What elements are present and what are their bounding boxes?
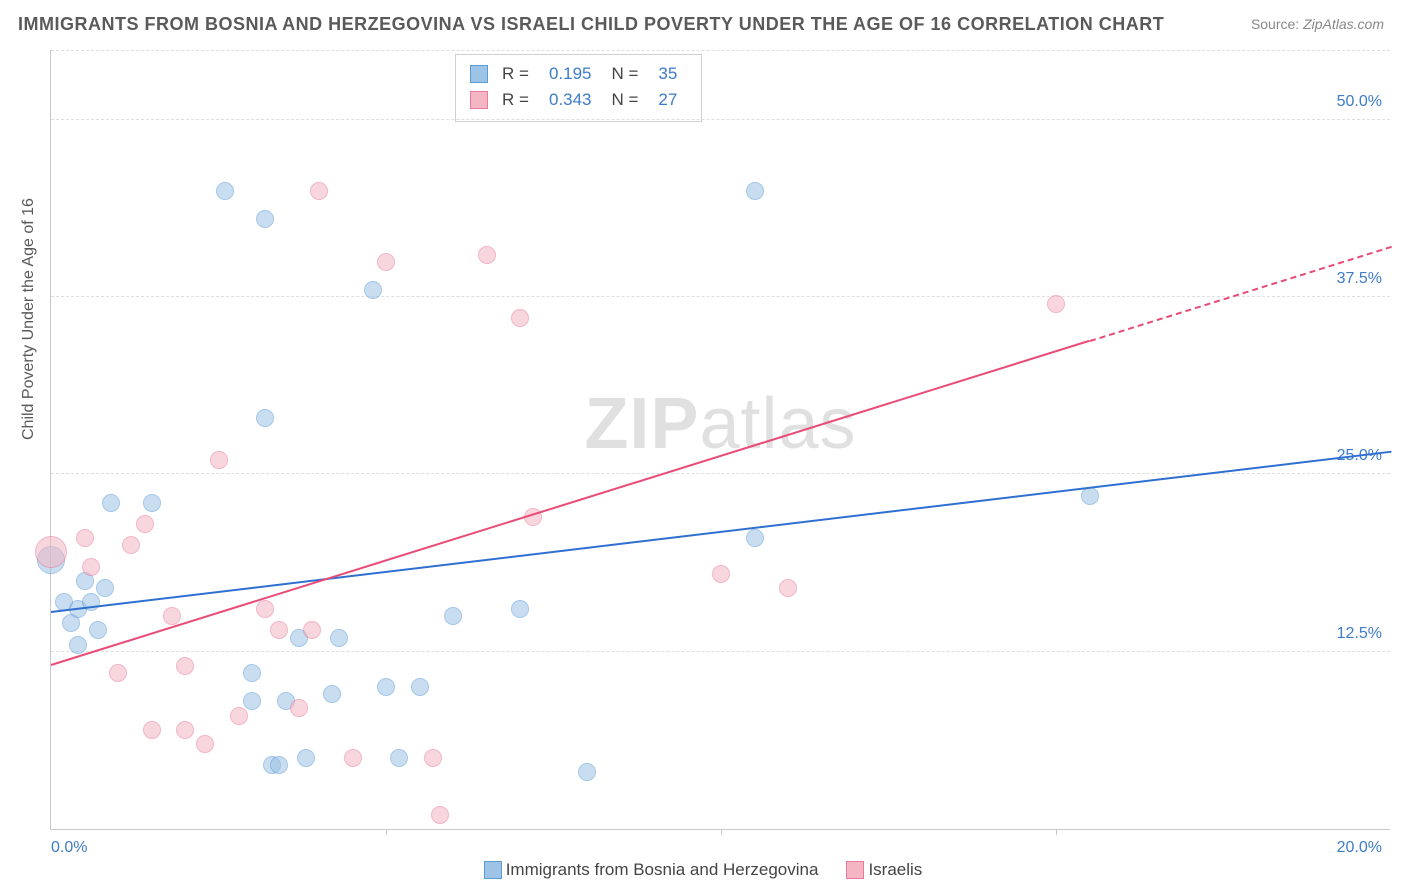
data-point [243,692,261,710]
legend-item: Immigrants from Bosnia and Herzegovina [484,860,819,880]
data-point [411,678,429,696]
r-label: R = [502,87,529,113]
data-point [390,749,408,767]
n-value: 35 [658,61,677,87]
data-point [270,756,288,774]
source-label: Source: [1251,16,1299,32]
gridline [51,651,1390,652]
data-point [96,579,114,597]
data-point [136,515,154,533]
legend-swatch [470,91,488,109]
data-point [511,309,529,327]
data-point [176,657,194,675]
gridline [51,119,1390,120]
data-point [122,536,140,554]
data-point [216,182,234,200]
data-point [143,494,161,512]
n-label: N = [611,87,638,113]
data-point [377,678,395,696]
data-point [344,749,362,767]
data-point [76,529,94,547]
gridline [51,50,1390,51]
y-axis-label: Child Poverty Under the Age of 16 [20,198,38,440]
legend-swatch [470,65,488,83]
data-point [82,558,100,576]
source-citation: Source: ZipAtlas.com [1251,16,1384,32]
y-tick-label: 50.0% [1337,93,1382,111]
data-point [712,565,730,583]
x-minor-tick [721,829,722,835]
legend-item: Israelis [846,860,922,880]
data-point [143,721,161,739]
x-tick-label: 20.0% [1337,839,1382,857]
y-tick-label: 37.5% [1337,270,1382,288]
r-value: 0.195 [549,61,592,87]
data-point [210,451,228,469]
data-point [578,763,596,781]
legend-swatch [846,861,864,879]
trend-line [1089,246,1391,342]
data-point [256,600,274,618]
data-point [35,536,67,568]
scatter-plot: ZIPatlas R =0.195N =35R =0.343N =27 12.5… [50,50,1390,830]
r-label: R = [502,61,529,87]
x-minor-tick [1056,829,1057,835]
data-point [364,281,382,299]
stats-row: R = 0.343 N = 27 [470,87,687,113]
data-point [779,579,797,597]
data-point [377,253,395,271]
data-point [323,685,341,703]
r-value: 0.343 [549,87,592,113]
data-point [746,182,764,200]
data-point [230,707,248,725]
data-point [69,636,87,654]
data-point [424,749,442,767]
data-point [89,621,107,639]
x-tick-label: 0.0% [51,839,87,857]
data-point [511,600,529,618]
y-tick-label: 12.5% [1337,625,1382,643]
data-point [176,721,194,739]
data-point [256,210,274,228]
data-point [746,529,764,547]
x-minor-tick [386,829,387,835]
data-point [310,182,328,200]
stats-row: R = 0.195 N = 35 [470,61,687,87]
legend-swatch [484,861,502,879]
data-point [102,494,120,512]
data-point [196,735,214,753]
data-point [1047,295,1065,313]
data-point [297,749,315,767]
data-point [431,806,449,824]
data-point [109,664,127,682]
data-point [243,664,261,682]
gridline [51,296,1390,297]
n-value: 27 [658,87,677,113]
legend-bottom: Immigrants from Bosnia and Herzegovina Is… [0,860,1406,884]
legend-label: Israelis [868,860,922,880]
data-point [163,607,181,625]
data-point [256,409,274,427]
stats-legend-box: R = 0.195 N = 35 R = 0.343 N = 27 [455,54,702,122]
n-label: N = [611,61,638,87]
chart-title: IMMIGRANTS FROM BOSNIA AND HERZEGOVINA V… [18,14,1164,35]
data-point [290,699,308,717]
trend-line [51,340,1090,666]
data-point [270,621,288,639]
trend-line [51,451,1391,613]
data-point [478,246,496,264]
source-value: ZipAtlas.com [1303,16,1384,32]
data-point [330,629,348,647]
data-point [303,621,321,639]
data-point [444,607,462,625]
legend-label: Immigrants from Bosnia and Herzegovina [506,860,819,880]
